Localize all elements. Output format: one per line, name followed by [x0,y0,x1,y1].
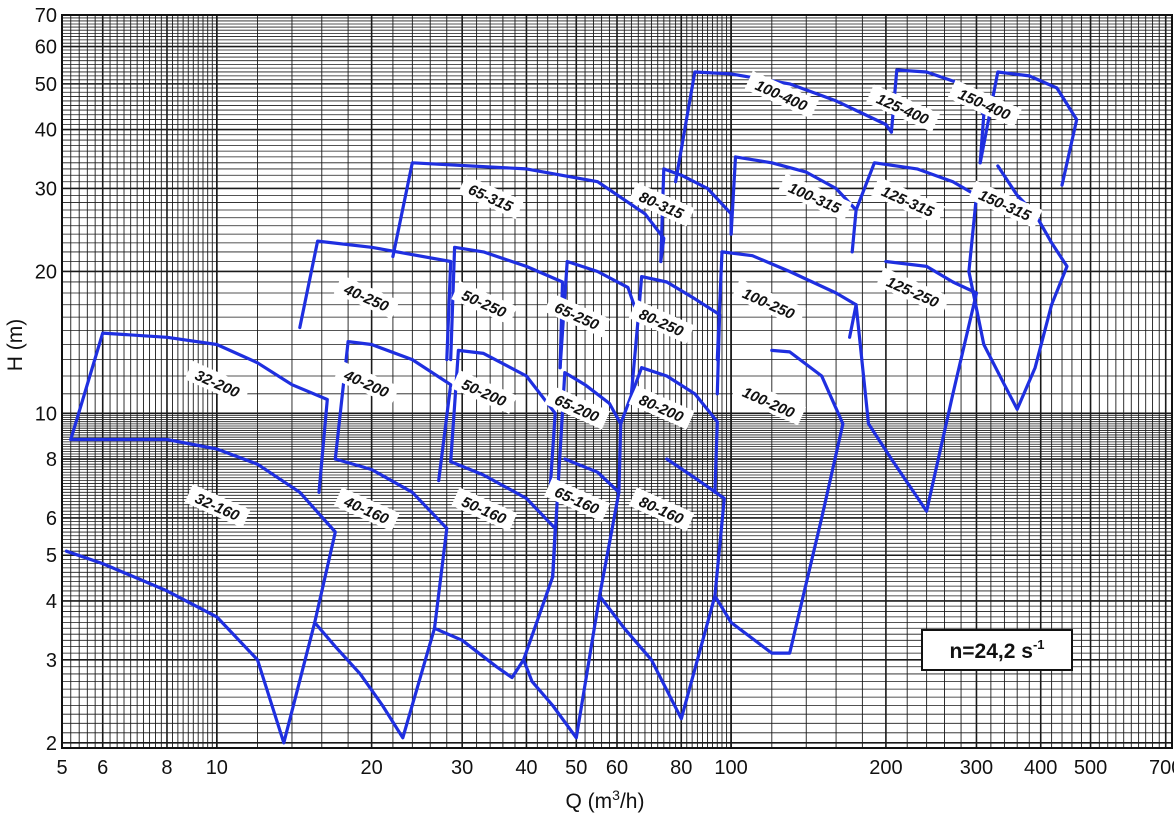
x-tick-label: 8 [161,757,172,779]
y-tick-label: 3 [46,650,57,672]
series-40-250 [298,239,453,362]
series-40-160 [313,457,449,740]
y-tick-label: 30 [35,178,57,200]
plot-frame [61,14,1173,749]
speed-note: n=24,2 s-1 [949,637,1044,663]
series-32-200 [69,331,329,494]
x-axis-ticks: 5 6 8 10 20 30 40 50 60 80 100 200 300 400 500 700 [56,757,1174,779]
series-100-200 [713,348,845,655]
y-tick-label: 4 [46,591,57,613]
x-tick-label: 60 [606,757,628,779]
x-tick-label: 400 [1024,757,1057,779]
series-80-200 [619,366,719,494]
series-125-315 [854,161,979,274]
y-tick-label: 60 [35,37,57,59]
series-layer [64,68,1079,745]
series-125-400 [889,68,986,165]
y-axis-title: H (m) [4,319,27,371]
x-tick-label: 500 [1074,757,1107,779]
y-tick-label: 10 [35,403,57,425]
x-tick-label: 30 [451,757,473,779]
y-tick-label: 8 [46,449,57,471]
series-50-250 [449,245,565,370]
x-tick-label: 6 [97,757,108,779]
y-axis-ticks: 2 3 4 5 6 8 10 20 30 40 50 60 70 [35,5,57,755]
x-tick-label: 10 [206,757,228,779]
y-tick-label: 40 [35,120,57,142]
y-tick-label: 70 [35,5,57,27]
x-tick-label: 700 [1149,757,1174,779]
series-65-315 [391,161,666,264]
series-65-250 [558,259,640,396]
series-65-160 [522,457,621,740]
y-tick-label: 20 [35,261,57,283]
x-tick-label: 100 [714,757,747,779]
x-axis-title: Q (m3/h) [566,787,645,813]
x-tick-label: 20 [361,757,383,779]
y-tick-label: 5 [46,545,57,567]
y-tick-label: 50 [35,74,57,96]
x-tick-label: 5 [56,757,67,779]
series-40-200 [333,340,453,483]
y-tick-label: 2 [46,733,57,755]
series-80-160 [598,457,726,721]
x-tick-label: 80 [670,757,692,779]
x-tick-label: 200 [869,757,902,779]
series-50-200 [449,348,557,488]
series-32-160 [64,437,337,745]
x-tick-label: 40 [515,757,537,779]
plot-border [61,14,1173,749]
speed-note-box: n=24,2 s-1 [921,629,1073,671]
y-tick-label: 6 [46,508,57,530]
x-tick-label: 300 [960,757,993,779]
series-150-400 [978,70,1079,187]
series-100-400 [674,70,893,184]
x-tick-label: 50 [565,757,587,779]
series-125-250 [854,259,979,513]
series-50-160 [432,460,557,680]
